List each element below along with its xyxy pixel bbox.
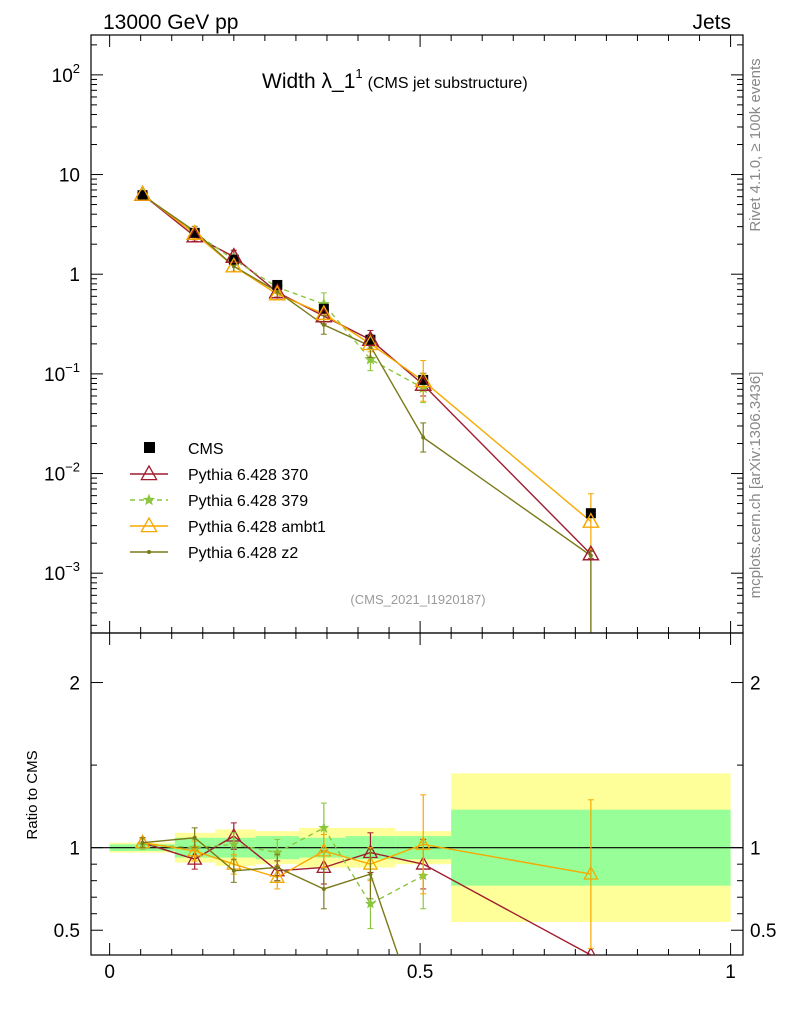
- legend: CMS Pythia 6.428 370 Pythia 6.428 379 Pythi…: [130, 441, 326, 562]
- data-marker: [140, 840, 145, 845]
- data-marker: [185, 224, 204, 240]
- data-marker: [583, 865, 599, 880]
- ratio-series-z2: [139, 827, 399, 955]
- jets-label: Jets: [692, 11, 731, 34]
- data-marker: [415, 836, 431, 850]
- data-marker: [361, 334, 380, 351]
- data-marker: [147, 550, 151, 554]
- legend-label: Pythia 6.428 z2: [188, 545, 298, 562]
- x-tick-label: 0.5: [407, 962, 433, 983]
- ratio-plot-area: [91, 773, 743, 955]
- data-marker: [364, 352, 377, 365]
- data-marker: [321, 886, 326, 891]
- main-plot-area: [133, 185, 600, 633]
- collision-label: 13000 GeV pp: [103, 11, 238, 34]
- y-tick-label: 1: [69, 265, 80, 286]
- data-marker: [586, 946, 596, 955]
- ratio-y-tick-label-left: 0.5: [54, 921, 80, 942]
- main-panel: 102 10 1 10−1 10−2 10−3: [44, 34, 744, 634]
- data-marker: [315, 306, 333, 323]
- y-tick-label: 10−2: [44, 460, 80, 486]
- ratio-y-tick-label-left: 1: [69, 839, 80, 860]
- cms-point: [137, 190, 148, 201]
- series-z2: [139, 191, 594, 633]
- data-marker: [225, 247, 243, 263]
- data-marker: [318, 822, 330, 833]
- legend-label: Pythia 6.428 370: [188, 467, 308, 484]
- data-marker: [192, 835, 197, 840]
- data-marker: [185, 226, 204, 243]
- y-tick-label: 102: [52, 61, 80, 87]
- data-marker: [361, 330, 380, 346]
- data-marker: [186, 850, 203, 865]
- data-marker: [268, 282, 286, 299]
- data-marker: [268, 284, 286, 301]
- rivet-label: Rivet 4.1.0, ≥ 100k events: [747, 58, 764, 231]
- main-frame: [90, 34, 744, 634]
- data-marker: [317, 297, 330, 310]
- data-marker: [582, 512, 600, 528]
- data-marker: [272, 847, 283, 858]
- data-marker: [421, 435, 426, 440]
- data-marker: [368, 872, 373, 877]
- watermark: (CMS_2021_I1920187): [350, 592, 485, 607]
- y-tick-label: 10−1: [44, 360, 80, 386]
- ratio-y-tick-label-right: 1: [750, 839, 761, 860]
- legend-marker-cms: [144, 442, 155, 453]
- data-marker: [315, 304, 333, 321]
- data-marker: [365, 898, 376, 909]
- data-marker: [316, 842, 332, 857]
- x-tick-label: 1: [725, 962, 736, 983]
- legend-label: Pythia 6.428 ambt1: [188, 519, 326, 536]
- legend-label: Pythia 6.428 379: [188, 493, 308, 510]
- cms-point: [418, 374, 429, 385]
- legend-label-cms: CMS: [188, 441, 224, 458]
- series-line: [142, 194, 592, 633]
- cms-point: [189, 227, 200, 238]
- ratio-y-tick-label-right: 2: [750, 674, 761, 695]
- data-marker: [414, 371, 432, 388]
- data-marker: [225, 256, 243, 273]
- data-marker: [142, 493, 156, 506]
- data-marker: [275, 865, 280, 870]
- plot-title: Width λ_11(CMS jet substructure): [262, 66, 528, 93]
- data-marker: [186, 842, 203, 857]
- plot-title-sub: (CMS jet substructure): [368, 75, 528, 92]
- data-marker: [321, 322, 326, 327]
- data-marker: [133, 185, 152, 201]
- plot-title-sup: 1: [355, 66, 362, 81]
- data-marker: [269, 869, 286, 883]
- data-marker: [414, 375, 432, 391]
- data-marker: [275, 289, 280, 294]
- data-marker: [582, 544, 600, 561]
- x-tick-label: 0: [104, 962, 115, 983]
- data-marker: [231, 868, 236, 873]
- data-marker: [228, 838, 240, 849]
- data-marker: [140, 464, 158, 481]
- cms-point: [365, 334, 376, 345]
- ratio-line: [142, 842, 591, 879]
- data-marker: [231, 264, 236, 269]
- ratio-panel: 2 2 1 1 0.5 0.5 0 0.5 1: [54, 632, 776, 983]
- mcplots-label: mcplots.cern.ch [arXiv:1306.3436]: [747, 372, 764, 599]
- ratio-y-label: Ratio to CMS: [24, 750, 41, 839]
- y-tick-label: 10: [59, 166, 80, 187]
- data-marker: [140, 516, 158, 533]
- ratio-y-tick-label-left: 2: [69, 674, 80, 695]
- ratio-y-tick-label-right: 0.5: [750, 921, 776, 942]
- ratio-frame: [90, 632, 744, 956]
- y-tick-label: 10−3: [44, 559, 80, 585]
- data-marker: [588, 553, 593, 558]
